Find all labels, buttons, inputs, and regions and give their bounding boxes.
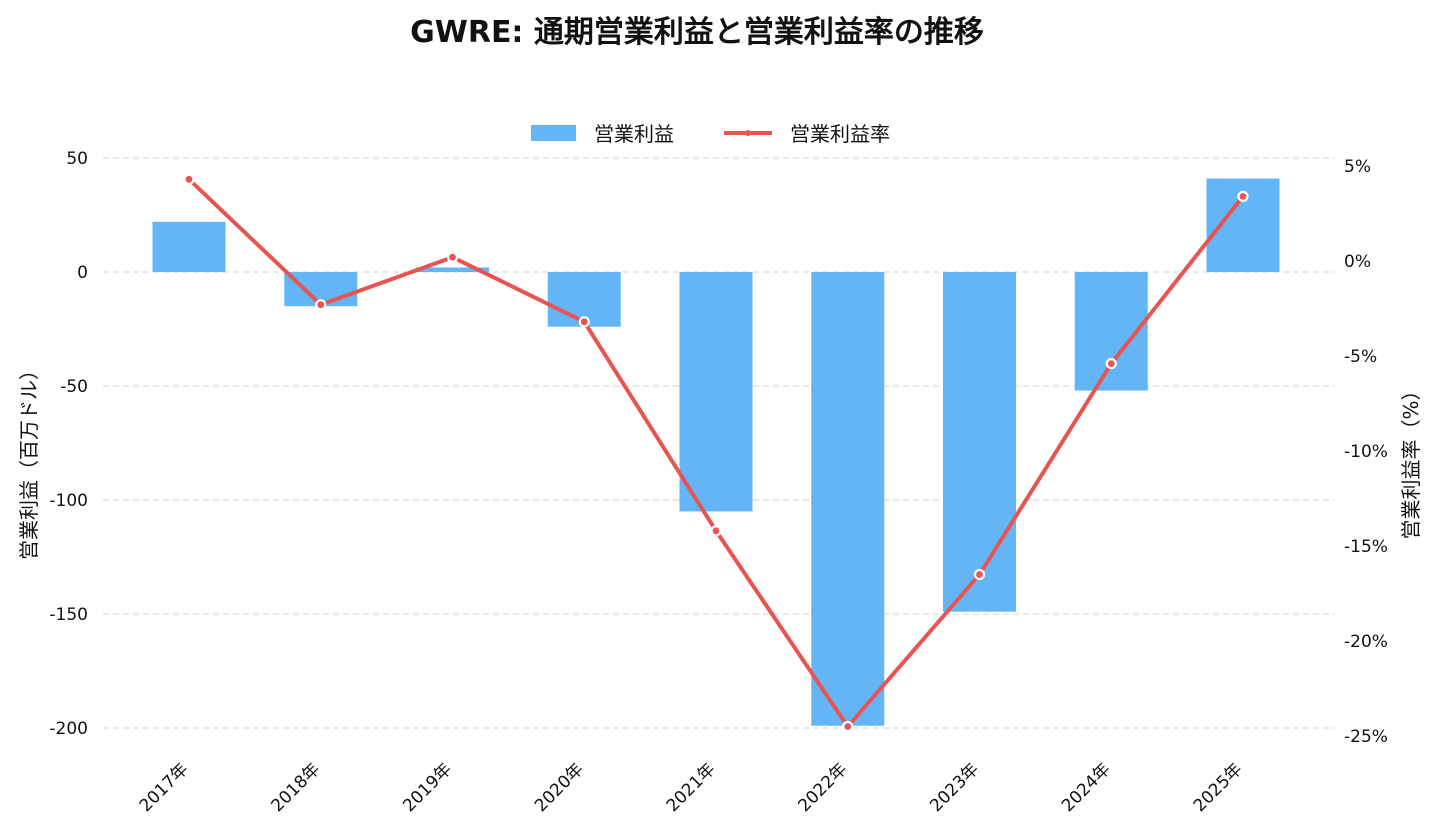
line-series bbox=[183, 173, 1249, 733]
legend: 営業利益 営業利益率 bbox=[531, 122, 890, 146]
legend-line-marker bbox=[745, 130, 751, 136]
line-point bbox=[315, 299, 327, 311]
left-axis: 50 0 -50 -100 -150 -200 bbox=[49, 149, 88, 739]
x-tick-label: 2019年 bbox=[399, 759, 456, 816]
y-tick-label-right: -10% bbox=[1344, 442, 1388, 462]
line-point bbox=[710, 525, 722, 537]
y-tick-label-left: 0 bbox=[77, 263, 88, 283]
bar bbox=[943, 272, 1016, 612]
bar-series bbox=[152, 178, 1280, 726]
y-tick-label-right: -20% bbox=[1344, 632, 1388, 652]
line-point bbox=[973, 568, 986, 581]
x-tick-label: 2020年 bbox=[531, 759, 588, 816]
x-tick-label: 2025年 bbox=[1190, 759, 1247, 816]
line-point bbox=[1237, 190, 1249, 202]
legend-bar-swatch bbox=[531, 125, 576, 141]
y-tick-label-right: 0% bbox=[1344, 252, 1371, 272]
x-tick-label: 2021年 bbox=[663, 759, 720, 816]
bar bbox=[416, 267, 489, 272]
x-tick-label: 2018年 bbox=[268, 759, 325, 816]
y-tick-label-right: -15% bbox=[1344, 537, 1388, 557]
x-tick-label: 2017年 bbox=[136, 759, 193, 816]
right-axis: 5% 0% -5% -10% -15% -20% -25% bbox=[1344, 157, 1388, 747]
legend-bar-label: 営業利益 bbox=[594, 122, 674, 146]
x-tick-label: 2022年 bbox=[795, 759, 852, 816]
x-tick-label: 2024年 bbox=[1058, 759, 1115, 816]
line-point bbox=[1105, 358, 1117, 370]
y-tick-label-left: -50 bbox=[60, 377, 88, 397]
line-point bbox=[183, 173, 195, 185]
line-point bbox=[842, 720, 854, 733]
y-tick-label-left: -200 bbox=[49, 719, 88, 739]
chart-title: GWRE: 通期営業利益と営業利益率の推移 bbox=[410, 15, 984, 50]
y-tick-label-left: 50 bbox=[66, 149, 88, 169]
y-tick-label-right: 5% bbox=[1344, 157, 1371, 177]
y-axis-label-left: 営業利益（百万ドル） bbox=[17, 360, 41, 560]
y-tick-label-left: -100 bbox=[49, 491, 88, 511]
x-tick-label: 2023年 bbox=[926, 759, 983, 816]
y-axis-label-right: 営業利益率（%） bbox=[1399, 380, 1423, 539]
line-point bbox=[446, 251, 459, 263]
legend-line-label: 営業利益率 bbox=[790, 122, 890, 146]
y-tick-label-right: -5% bbox=[1344, 347, 1377, 367]
x-axis: 2017年 2018年 2019年 2020年 2021年 2022年 2023年 2024年… bbox=[136, 759, 1247, 816]
line-point bbox=[578, 316, 590, 328]
y-tick-label-left: -150 bbox=[49, 605, 88, 625]
bar bbox=[152, 221, 226, 272]
bar bbox=[811, 272, 885, 726]
bar bbox=[679, 272, 753, 512]
y-tick-label-right: -25% bbox=[1344, 727, 1388, 747]
